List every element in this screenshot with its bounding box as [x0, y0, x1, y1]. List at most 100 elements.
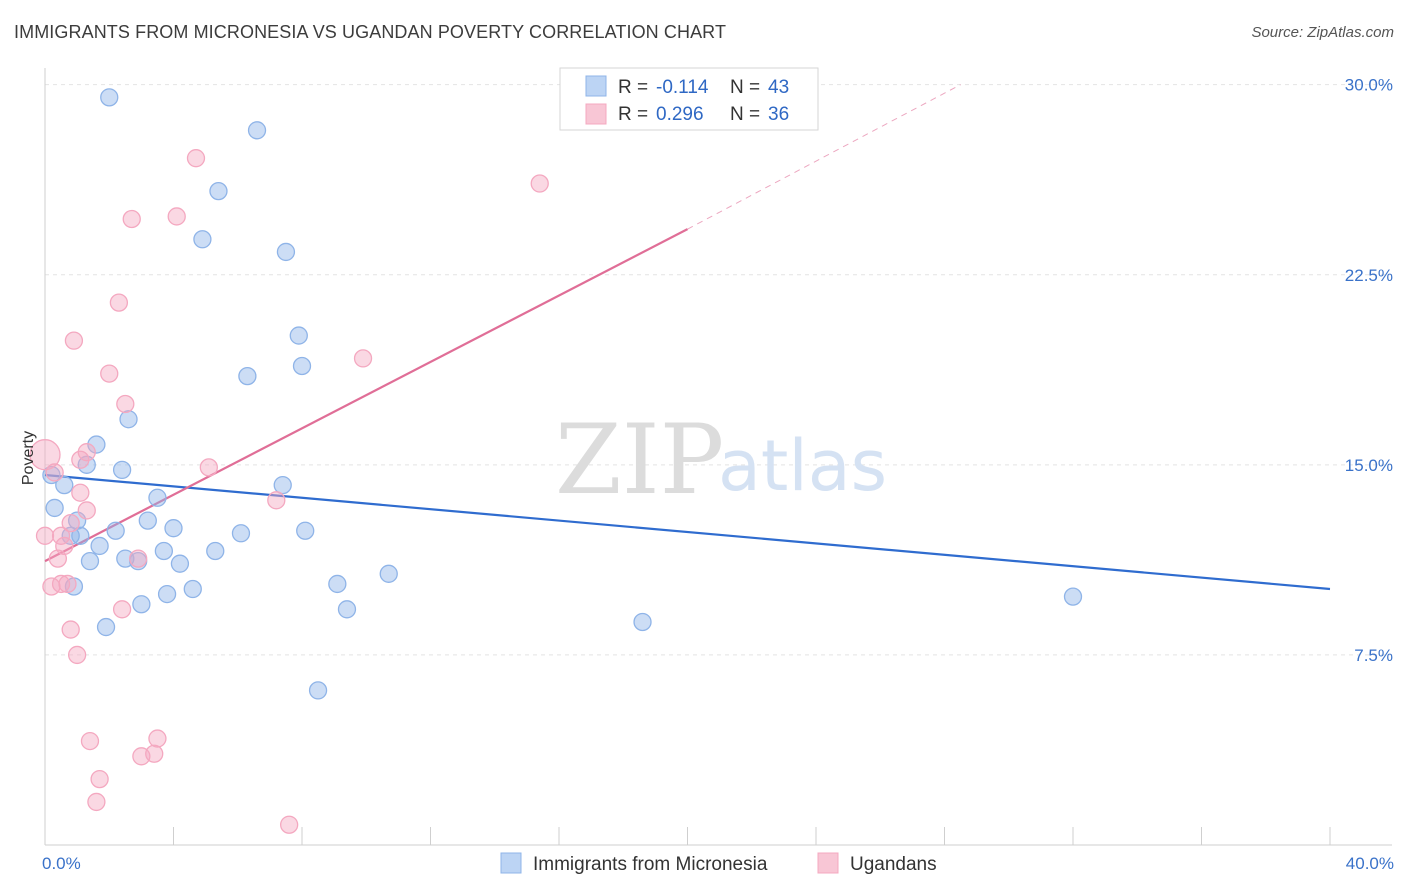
data-point	[292, 356, 312, 376]
gridlines	[45, 84, 1392, 656]
x-tick-label-0: 0.0%	[42, 854, 81, 873]
data-point	[96, 617, 116, 637]
data-point	[71, 483, 90, 502]
stats-n-label-micronesia: N =	[730, 77, 760, 98]
data-point	[279, 815, 299, 834]
data-point	[267, 491, 286, 510]
series-points-1	[29, 149, 549, 834]
stats-box: R = -0.114 N = 43 R = 0.296 N = 36	[559, 67, 819, 131]
data-point	[633, 612, 652, 632]
data-point	[71, 526, 90, 545]
stats-r-value-micronesia: -0.114	[656, 77, 709, 98]
data-point	[71, 450, 90, 469]
data-point	[129, 549, 148, 568]
data-point	[109, 293, 129, 312]
data-point	[353, 349, 373, 368]
axes	[44, 68, 1392, 846]
data-point	[29, 439, 61, 471]
data-point	[112, 600, 132, 619]
stats-r-value-ugandans: 0.296	[656, 104, 704, 125]
data-point	[154, 541, 174, 561]
trend-line-extension-1	[687, 84, 961, 230]
stats-n-value-micronesia: 43	[768, 77, 789, 98]
data-point	[122, 209, 141, 229]
data-point	[231, 524, 251, 543]
data-point	[100, 88, 119, 107]
data-point	[186, 149, 206, 168]
x-tick-labels: 0.0% 40.0%	[42, 854, 1394, 873]
data-point	[379, 564, 398, 583]
data-point	[273, 475, 292, 495]
data-point	[193, 230, 212, 249]
data-point	[48, 549, 67, 568]
data-point	[45, 463, 64, 482]
stats-swatch-micronesia	[585, 75, 607, 97]
data-point	[132, 747, 151, 766]
data-point	[157, 584, 177, 604]
data-point	[51, 574, 71, 594]
data-point	[90, 536, 109, 556]
legend-swatch-ugandans	[817, 852, 839, 874]
chart-source: Source: ZipAtlas.com	[1251, 24, 1394, 41]
legend-label-ugandans: Ugandans	[850, 854, 937, 875]
stats-r-label-ugandans: R =	[618, 104, 648, 125]
data-point	[247, 121, 267, 140]
data-point	[183, 579, 202, 599]
y-tick-label-2: 22.5%	[1345, 266, 1393, 285]
trend-lines	[44, 84, 1331, 591]
data-point	[148, 729, 167, 748]
data-point	[328, 574, 347, 594]
chart-title: IMMIGRANTS FROM MICRONESIA VS UGANDAN PO…	[14, 22, 727, 42]
data-point	[100, 364, 119, 383]
data-point	[132, 595, 151, 614]
y-tick-labels: 7.5% 15.0% 22.5% 30.0%	[1345, 76, 1393, 665]
data-point	[64, 331, 84, 350]
data-point	[199, 458, 218, 477]
data-point	[51, 526, 71, 545]
trend-line-1	[44, 228, 689, 563]
data-point	[106, 521, 125, 540]
data-point	[61, 620, 80, 639]
x-tick-label-1: 40.0%	[1346, 854, 1394, 873]
data-point	[61, 513, 80, 533]
data-point	[87, 792, 106, 812]
trend-line-0	[44, 473, 1331, 591]
data-point	[116, 394, 135, 414]
data-point	[35, 526, 55, 545]
data-point	[530, 174, 549, 193]
watermark-atlas: atlas	[718, 425, 887, 507]
data-point	[148, 488, 167, 507]
legend-swatch-micronesia	[500, 852, 522, 874]
data-point	[238, 366, 257, 386]
y-tick-label-3: 30.0%	[1345, 76, 1393, 95]
data-point	[87, 435, 106, 454]
y-tick-label-0: 7.5%	[1354, 646, 1393, 665]
data-point	[42, 465, 61, 485]
stats-r-label-micronesia: R =	[618, 77, 648, 98]
data-point	[1063, 587, 1083, 606]
stats-swatch-ugandans	[585, 103, 607, 125]
data-point	[170, 554, 190, 573]
data-point	[164, 519, 183, 538]
legend: Immigrants from Micronesia Ugandans	[500, 852, 937, 875]
legend-label-micronesia: Immigrants from Micronesia	[533, 854, 768, 875]
data-point	[276, 242, 296, 262]
data-point	[296, 521, 315, 540]
data-point	[289, 326, 308, 345]
data-point	[167, 207, 186, 226]
data-point	[209, 181, 228, 201]
data-point	[45, 498, 64, 518]
data-point	[206, 541, 225, 561]
data-point	[119, 410, 138, 429]
stats-n-label-ugandans: N =	[730, 104, 760, 125]
data-point	[80, 551, 100, 571]
stats-n-value-ugandans: 36	[768, 104, 789, 125]
data-points	[29, 88, 1083, 834]
y-tick-label-1: 15.0%	[1345, 456, 1393, 475]
watermark-zip: ZIP	[555, 404, 724, 516]
data-point	[90, 769, 109, 789]
data-point	[138, 511, 157, 530]
watermark: ZIP atlas	[555, 404, 887, 516]
series-points-0	[42, 88, 1083, 700]
